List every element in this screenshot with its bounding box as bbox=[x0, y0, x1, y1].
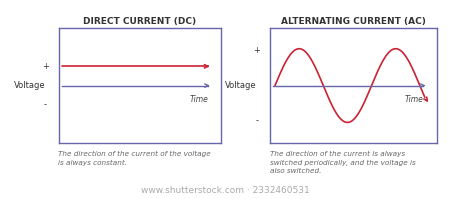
Text: Voltage: Voltage bbox=[14, 81, 45, 90]
Text: Time: Time bbox=[190, 95, 209, 103]
Text: -: - bbox=[44, 100, 47, 109]
Text: Voltage: Voltage bbox=[225, 81, 256, 90]
Text: +: + bbox=[42, 62, 49, 71]
Text: The direction of the current is always
switched periodically, and the voltage is: The direction of the current is always s… bbox=[270, 151, 416, 174]
Text: -: - bbox=[255, 116, 258, 125]
Text: The direction of the current of the voltage
is always constant.: The direction of the current of the volt… bbox=[58, 151, 211, 166]
Text: Time: Time bbox=[405, 95, 424, 103]
Text: +: + bbox=[253, 46, 260, 55]
Text: www.shutterstock.com · 2332460531: www.shutterstock.com · 2332460531 bbox=[140, 186, 310, 195]
Title: DIRECT CURRENT (DC): DIRECT CURRENT (DC) bbox=[83, 17, 196, 26]
Title: ALTERNATING CURRENT (AC): ALTERNATING CURRENT (AC) bbox=[281, 17, 426, 26]
